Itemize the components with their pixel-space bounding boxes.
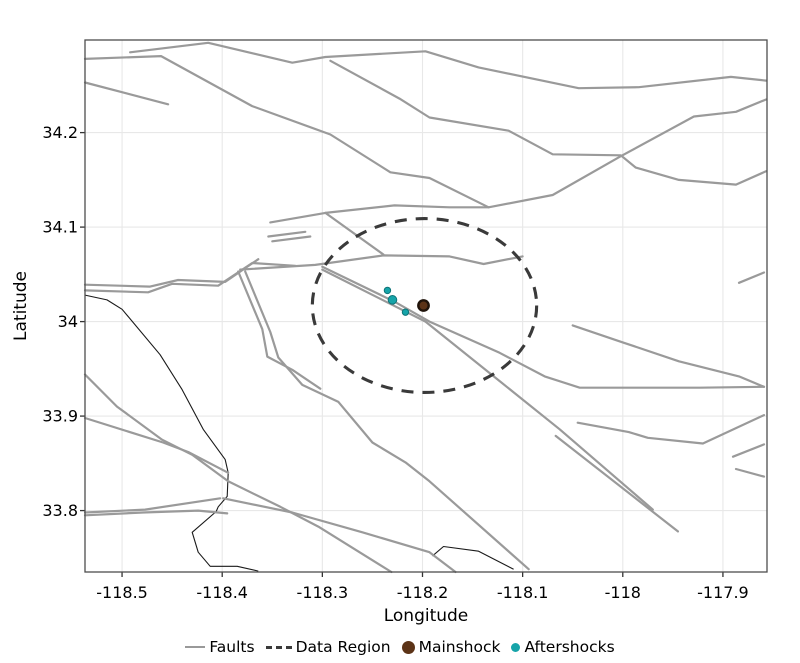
legend: Faults Data Region Mainshock Aftershocks [0,638,800,656]
fault-line [269,98,768,224]
y-axis-title: Latitude [11,271,31,341]
x-tick-label: -118.3 [297,583,349,602]
mainshock-marker [417,299,430,312]
y-tick-label: 34.2 [42,123,78,142]
fault-line [324,211,385,256]
fault-line [731,443,766,458]
fault-line [83,416,230,474]
legend-label: Mainshock [418,638,501,656]
legend-item-mainshock: Mainshock [401,638,501,656]
legend-label: Aftershocks [524,638,615,656]
fault-line [734,467,766,478]
fault-line [222,497,457,574]
y-tick-label: 33.8 [42,501,78,520]
x-axis-title: Longitude [383,606,469,626]
fault-line [83,509,229,517]
legend-item-faults: Faults [185,638,255,656]
fault-line [576,414,766,445]
data-region-circle [310,217,539,395]
mainshock-key-icon [401,640,415,654]
aftershock-marker [383,286,392,295]
x-tick-label: -118.2 [397,583,449,602]
fault-line [267,230,307,238]
fault-line [329,59,768,186]
aftershock-marker [401,308,410,316]
coastline [84,294,259,572]
x-tick-label: -118.4 [196,583,248,602]
legend-label: Faults [209,638,255,656]
x-tick-label: -117.9 [697,583,749,602]
fault-line [244,270,530,571]
fault-line [737,271,766,284]
fault-line [83,261,297,294]
y-tick-label: 33.9 [42,407,78,426]
x-tick-label: -118.5 [96,583,148,602]
fault-line [271,235,312,243]
legend-label: Data Region [295,638,391,656]
legend-item-aftershocks: Aftershocks [511,638,615,656]
fault-line [83,258,260,288]
fault-line [83,373,393,574]
aftershock-key-icon [511,642,521,652]
fault-line [237,270,322,390]
y-tick-label: 34 [58,312,78,331]
fault-line [239,254,524,271]
aftershock-marker [387,295,398,305]
fault-line [83,497,222,514]
fault-line [321,265,766,389]
coastline [432,545,514,570]
fault-line [129,41,768,90]
fault-line-key-icon [185,646,206,648]
fault-line [554,434,680,533]
plot-panel-border [84,39,768,573]
fault-line [571,324,766,388]
fault-line [83,81,170,106]
y-tick-label: 34.1 [42,218,78,237]
fault-line [83,54,490,209]
dashed-line-key-icon [265,645,292,649]
x-tick-label: -118 [605,583,641,602]
x-tick-label: -118.1 [497,583,549,602]
legend-item-data-region: Data Region [265,638,391,656]
